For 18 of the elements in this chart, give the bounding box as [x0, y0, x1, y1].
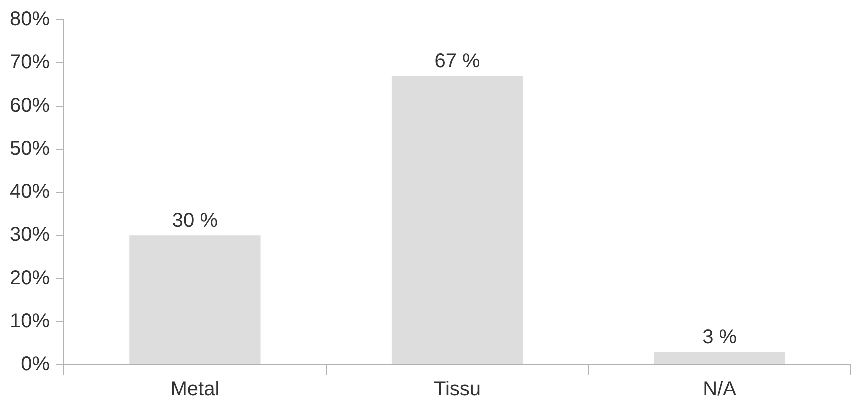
x-tick-label: Metal [170, 378, 220, 401]
y-tick-label: 30% [10, 224, 50, 246]
bar [130, 236, 261, 364]
y-tick-label: 20% [10, 267, 50, 290]
y-tick-label: 70% [10, 52, 50, 74]
data-label: 3 % [702, 326, 738, 349]
y-tick-label: 0% [21, 354, 50, 376]
bar [654, 352, 786, 364]
data-label: 30 % [172, 210, 218, 232]
y-tick-label: 10% [10, 310, 50, 332]
bar [392, 76, 524, 364]
x-tick-label: N/A [703, 378, 738, 401]
data-label: 67 % [434, 50, 481, 73]
x-tick-label: Tissu [434, 378, 482, 401]
y-tick-label: 60% [10, 94, 50, 117]
y-tick-label: 40% [10, 181, 50, 204]
y-tick-label: 50% [10, 138, 50, 160]
y-tick-label: 80% [10, 8, 50, 31]
